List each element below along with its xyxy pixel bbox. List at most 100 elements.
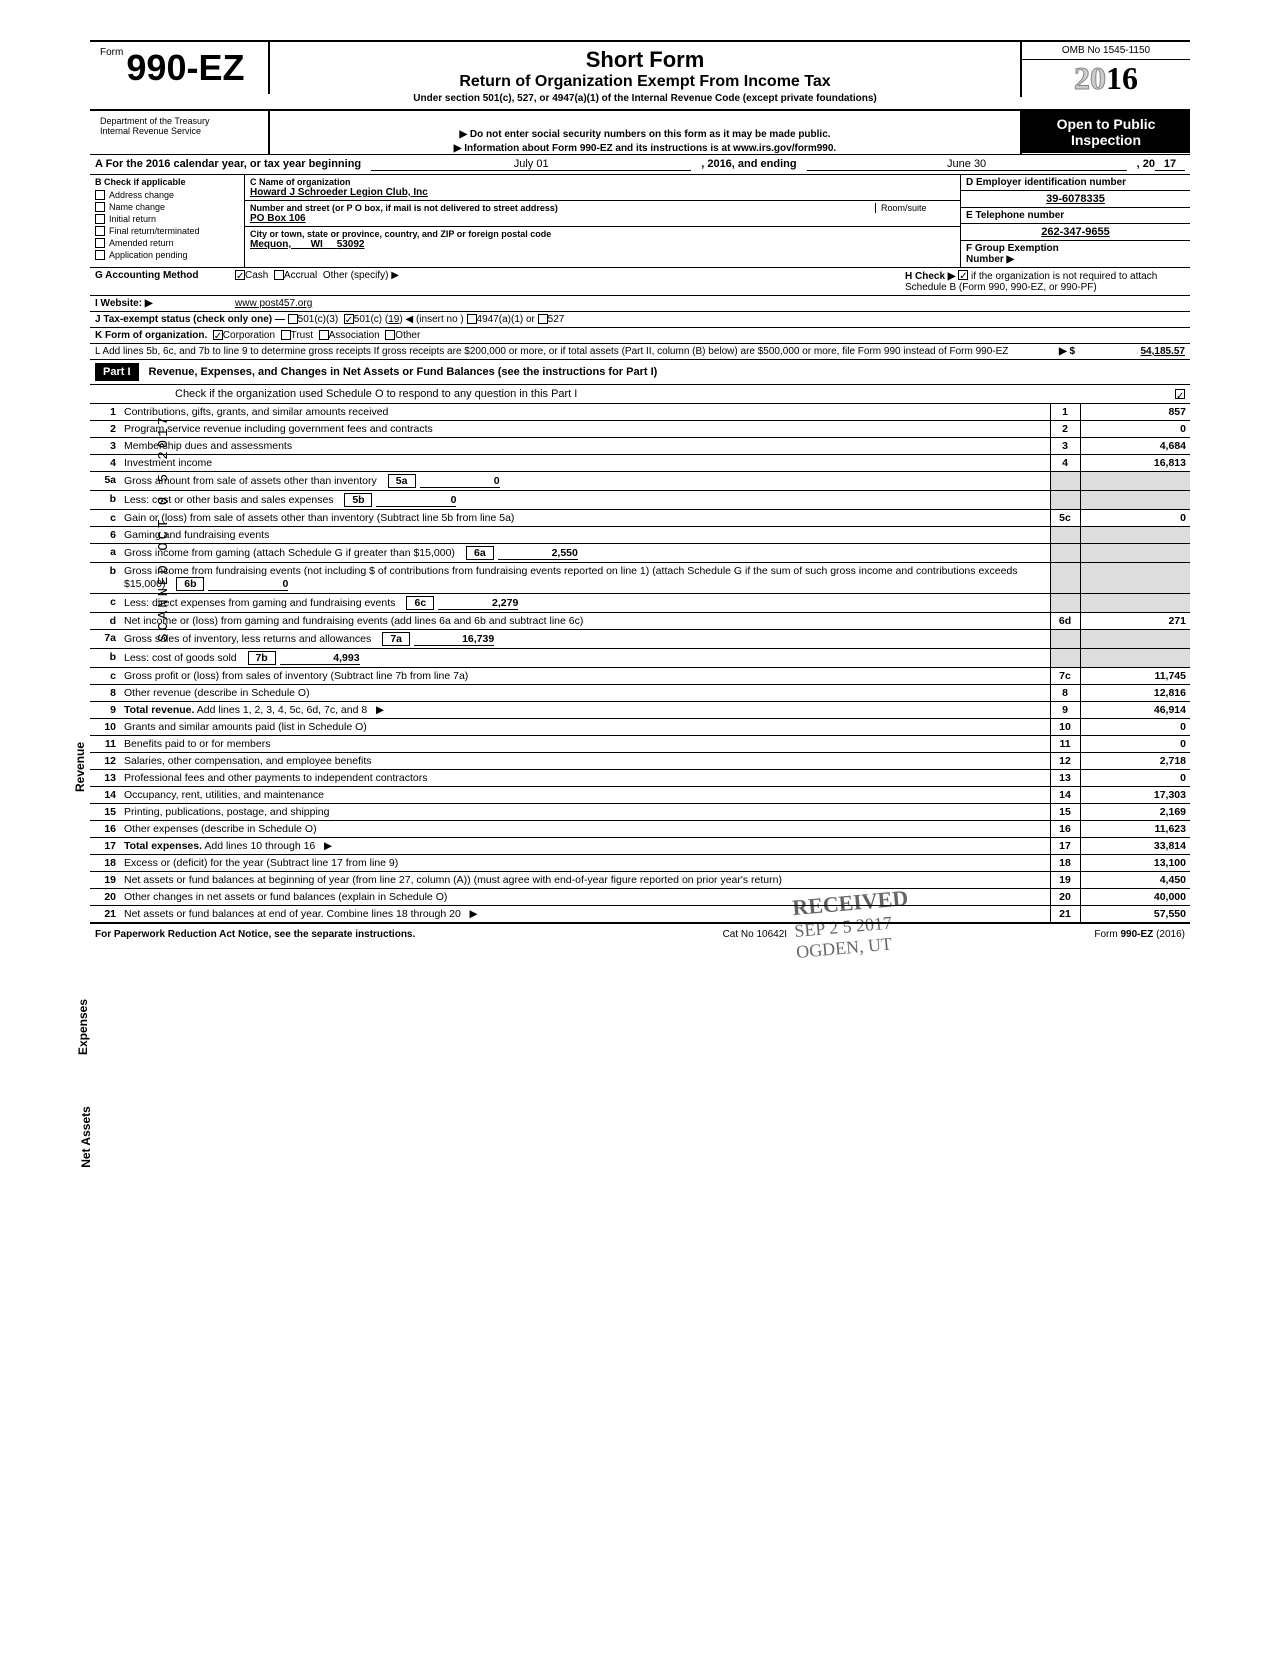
form-note1: Under section 501(c), 527, or 4947(a)(1)… bbox=[275, 93, 1015, 104]
line-value: 33,814 bbox=[1080, 838, 1190, 855]
group-label: F Group Exemption Number ▶ bbox=[961, 241, 1190, 267]
line-box: 5c bbox=[1050, 510, 1080, 527]
cb-name[interactable]: Name change bbox=[90, 201, 244, 213]
line-box: 16 bbox=[1050, 821, 1080, 838]
line-number: 1 bbox=[90, 404, 120, 421]
cb-assoc[interactable] bbox=[319, 330, 329, 340]
cb-501c3[interactable] bbox=[288, 314, 298, 324]
line-value: 40,000 bbox=[1080, 889, 1190, 906]
line-row: 8Other revenue (describe in Schedule O)8… bbox=[90, 685, 1190, 702]
line-number: 11 bbox=[90, 736, 120, 753]
cb-final[interactable]: Final return/terminated bbox=[90, 225, 244, 237]
line-description: Net assets or fund balances at end of ye… bbox=[120, 906, 1050, 923]
line-number: 9 bbox=[90, 702, 120, 719]
line-row: aGross income from gaming (attach Schedu… bbox=[90, 544, 1190, 563]
line-number: 19 bbox=[90, 872, 120, 889]
line-value bbox=[1080, 630, 1190, 649]
cb-cash[interactable] bbox=[235, 270, 245, 280]
line-number: 2 bbox=[90, 421, 120, 438]
line-box bbox=[1050, 544, 1080, 563]
cb-527[interactable] bbox=[538, 314, 548, 324]
cb-other-org[interactable] bbox=[385, 330, 395, 340]
line-value: 4,684 bbox=[1080, 438, 1190, 455]
line-row: 7aGross sales of inventory, less returns… bbox=[90, 630, 1190, 649]
section-b-header: B Check if applicable bbox=[90, 175, 244, 189]
line-value: 857 bbox=[1080, 404, 1190, 421]
cb-address[interactable]: Address change bbox=[90, 189, 244, 201]
cb-trust[interactable] bbox=[281, 330, 291, 340]
line-value: 2,169 bbox=[1080, 804, 1190, 821]
line-row: 10Grants and similar amounts paid (list … bbox=[90, 719, 1190, 736]
line-description: Grants and similar amounts paid (list in… bbox=[120, 719, 1050, 736]
line-row: 14Occupancy, rent, utilities, and mainte… bbox=[90, 787, 1190, 804]
form-prefix: Form bbox=[100, 47, 123, 58]
line-value: 0 bbox=[1080, 719, 1190, 736]
line-value bbox=[1080, 491, 1190, 510]
line-box: 18 bbox=[1050, 855, 1080, 872]
cb-501c[interactable] bbox=[344, 314, 354, 324]
line-description: Gross profit or (loss) from sales of inv… bbox=[120, 668, 1050, 685]
line-description: Printing, publications, postage, and shi… bbox=[120, 804, 1050, 821]
line-value: 11,745 bbox=[1080, 668, 1190, 685]
line-row: 9Total revenue. Add lines 1, 2, 3, 4, 5c… bbox=[90, 702, 1190, 719]
line-row: cGain or (loss) from sale of assets othe… bbox=[90, 510, 1190, 527]
line-row: 13Professional fees and other payments t… bbox=[90, 770, 1190, 787]
cb-corp[interactable] bbox=[213, 330, 223, 340]
form-number-cell: Form 990-EZ bbox=[90, 42, 270, 94]
line-box bbox=[1050, 563, 1080, 594]
cb-sched-o[interactable] bbox=[1175, 389, 1185, 399]
accounting-row: G Accounting Method Cash Accrual Other (… bbox=[90, 268, 1190, 296]
line-box: 9 bbox=[1050, 702, 1080, 719]
line-description: Gross income from gaming (attach Schedul… bbox=[120, 544, 1050, 563]
city-label: City or town, state or province, country… bbox=[250, 229, 955, 239]
line-row: bGross income from fundraising events (n… bbox=[90, 563, 1190, 594]
line-row: 15Printing, publications, postage, and s… bbox=[90, 804, 1190, 821]
line-box: 7c bbox=[1050, 668, 1080, 685]
lines-table: 1Contributions, gifts, grants, and simil… bbox=[90, 404, 1190, 923]
line-number: c bbox=[90, 510, 120, 527]
line-row: 11Benefits paid to or for members110 bbox=[90, 736, 1190, 753]
line-number: b bbox=[90, 649, 120, 668]
cb-4947[interactable] bbox=[467, 314, 477, 324]
side-expenses: Expenses bbox=[76, 999, 90, 1055]
line-value: 17,303 bbox=[1080, 787, 1190, 804]
line-row: 16Other expenses (describe in Schedule O… bbox=[90, 821, 1190, 838]
scanned-stamp: SCANNED OCT 0 5 2017 bbox=[156, 414, 172, 642]
line-description: Occupancy, rent, utilities, and maintena… bbox=[120, 787, 1050, 804]
cb-accrual[interactable] bbox=[274, 270, 284, 280]
line-number: b bbox=[90, 491, 120, 510]
line-description: Gross sales of inventory, less returns a… bbox=[120, 630, 1050, 649]
line-description: Gross amount from sale of assets other t… bbox=[120, 472, 1050, 491]
line-value: 0 bbox=[1080, 510, 1190, 527]
line-number: 14 bbox=[90, 787, 120, 804]
cb-initial[interactable]: Initial return bbox=[90, 213, 244, 225]
line-box: 17 bbox=[1050, 838, 1080, 855]
line-box: 14 bbox=[1050, 787, 1080, 804]
line-description: Total revenue. Add lines 1, 2, 3, 4, 5c,… bbox=[120, 702, 1050, 719]
line-description: Net assets or fund balances at beginning… bbox=[120, 872, 1050, 889]
line-value bbox=[1080, 527, 1190, 544]
form-subtitle: Return of Organization Exempt From Incom… bbox=[275, 73, 1015, 91]
line-row: 2Program service revenue including gover… bbox=[90, 421, 1190, 438]
cb-sched-b[interactable] bbox=[958, 270, 968, 280]
line-box bbox=[1050, 630, 1080, 649]
line-box: 1 bbox=[1050, 404, 1080, 421]
cb-amended[interactable]: Amended return bbox=[90, 237, 244, 249]
line-row: cGross profit or (loss) from sales of in… bbox=[90, 668, 1190, 685]
line-number: 12 bbox=[90, 753, 120, 770]
line-box: 2 bbox=[1050, 421, 1080, 438]
footer: For Paperwork Reduction Act Notice, see … bbox=[90, 923, 1190, 945]
line-row: 20Other changes in net assets or fund ba… bbox=[90, 889, 1190, 906]
line-description: Other revenue (describe in Schedule O) bbox=[120, 685, 1050, 702]
line-number: c bbox=[90, 594, 120, 613]
line-box bbox=[1050, 472, 1080, 491]
line-number: d bbox=[90, 613, 120, 630]
org-address: PO Box 106 bbox=[250, 213, 955, 224]
org-name-label: C Name of organization bbox=[250, 177, 955, 187]
line-description: Other expenses (describe in Schedule O) bbox=[120, 821, 1050, 838]
line-number: b bbox=[90, 563, 120, 594]
line-description: Program service revenue including govern… bbox=[120, 421, 1050, 438]
cb-pending[interactable]: Application pending bbox=[90, 249, 244, 261]
line-value: 2,718 bbox=[1080, 753, 1190, 770]
line-number: 3 bbox=[90, 438, 120, 455]
